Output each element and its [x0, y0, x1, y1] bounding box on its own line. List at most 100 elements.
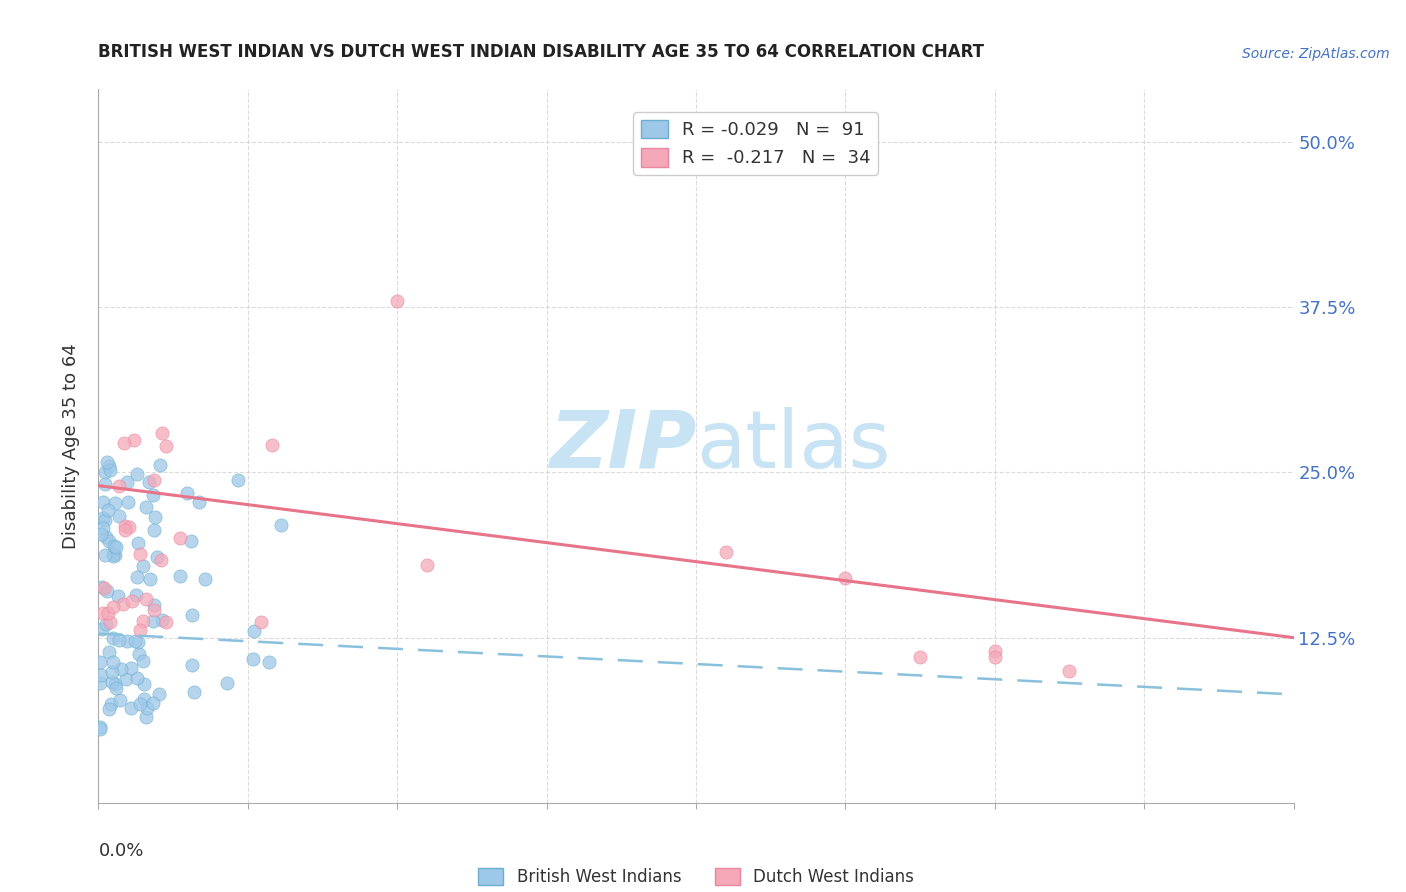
Point — [103, 539, 125, 553]
Point — [416, 558, 439, 572]
Point — [139, 572, 162, 586]
Point — [108, 693, 131, 707]
Point — [125, 588, 148, 602]
Y-axis label: Disability Age 35 to 64: Disability Age 35 to 64 — [62, 343, 80, 549]
Point — [128, 623, 150, 637]
Point — [101, 600, 124, 615]
Point — [91, 495, 114, 509]
Point — [150, 553, 173, 567]
Point — [101, 549, 124, 563]
Point — [115, 634, 138, 648]
Text: BRITISH WEST INDIAN VS DUTCH WEST INDIAN DISABILITY AGE 35 TO 64 CORRELATION CHA: BRITISH WEST INDIAN VS DUTCH WEST INDIAN… — [98, 43, 984, 61]
Point — [89, 655, 111, 669]
Point — [242, 651, 264, 665]
Point — [180, 657, 202, 672]
Point — [250, 615, 273, 629]
Point — [105, 541, 128, 555]
Point — [135, 500, 157, 515]
Point — [103, 547, 125, 561]
Point — [120, 700, 142, 714]
Point — [127, 671, 149, 685]
Point — [94, 477, 117, 491]
Point — [94, 616, 117, 631]
Legend: British West Indians, Dutch West Indians: British West Indians, Dutch West Indians — [471, 861, 921, 892]
Point — [243, 624, 266, 638]
Point — [94, 530, 117, 544]
Point — [124, 633, 146, 648]
Point — [129, 547, 152, 561]
Point — [194, 573, 217, 587]
Point — [180, 534, 202, 549]
Point — [89, 723, 111, 737]
Point — [714, 545, 737, 559]
Point — [104, 496, 127, 510]
Point — [131, 614, 153, 628]
Point — [103, 656, 125, 670]
Point — [150, 613, 173, 627]
Point — [215, 676, 238, 690]
Point — [128, 647, 150, 661]
Point — [94, 513, 117, 527]
Point — [143, 599, 166, 613]
Point — [96, 584, 118, 599]
Point — [142, 523, 165, 537]
Point — [129, 698, 152, 712]
Point — [142, 603, 165, 617]
Point — [143, 509, 166, 524]
Point — [127, 569, 149, 583]
Point — [105, 681, 128, 695]
Point — [97, 645, 120, 659]
Point — [120, 661, 142, 675]
Point — [98, 458, 121, 473]
Point — [908, 650, 931, 665]
Point — [134, 692, 156, 706]
Point — [107, 509, 129, 524]
Point — [103, 676, 125, 690]
Point — [226, 473, 249, 487]
Point — [984, 644, 1007, 658]
Text: ZIP: ZIP — [548, 407, 696, 485]
Point — [97, 503, 120, 517]
Point — [98, 615, 121, 629]
Point — [101, 632, 124, 646]
Point — [262, 438, 284, 452]
Point — [101, 675, 124, 690]
Point — [132, 677, 155, 691]
Point — [135, 701, 157, 715]
Point — [110, 662, 132, 676]
Point — [270, 518, 292, 533]
Point — [94, 465, 117, 479]
Point — [91, 511, 114, 525]
Point — [142, 696, 165, 710]
Point — [117, 495, 139, 509]
Point — [121, 594, 143, 608]
Point — [94, 549, 117, 563]
Point — [834, 571, 856, 585]
Point — [114, 523, 136, 537]
Point — [135, 592, 157, 607]
Point — [104, 549, 127, 563]
Point — [984, 650, 1007, 665]
Point — [149, 458, 172, 473]
Point — [114, 519, 136, 533]
Point — [90, 668, 112, 682]
Point — [108, 632, 131, 647]
Point — [155, 615, 177, 630]
Point — [142, 473, 165, 487]
Point — [176, 485, 198, 500]
Point — [91, 606, 114, 620]
Point — [114, 672, 136, 686]
Point — [127, 635, 149, 649]
Point — [112, 436, 135, 450]
Point — [385, 293, 409, 308]
Point — [89, 675, 111, 690]
Point — [100, 697, 122, 711]
Point — [180, 608, 202, 623]
Point — [93, 582, 115, 596]
Point — [90, 527, 112, 541]
Point — [112, 597, 135, 611]
Point — [96, 455, 118, 469]
Text: atlas: atlas — [696, 407, 890, 485]
Point — [117, 475, 139, 489]
Point — [183, 685, 205, 699]
